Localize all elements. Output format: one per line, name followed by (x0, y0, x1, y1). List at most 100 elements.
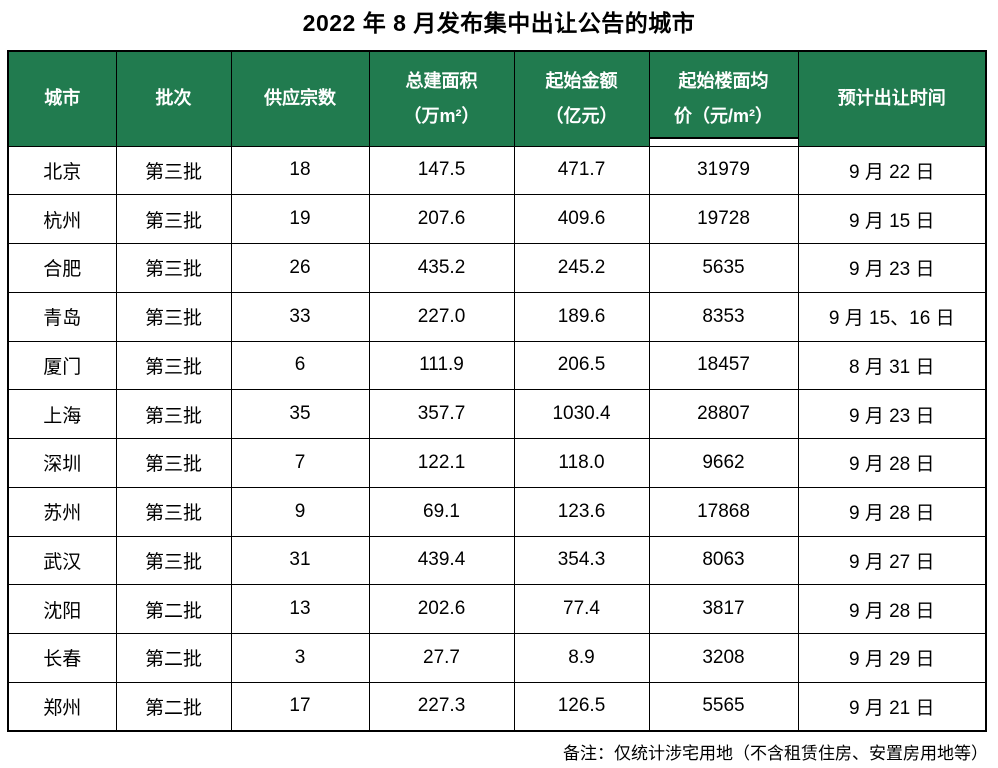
col-header-floor-price: 起始楼面均 价（元/m²） (648, 50, 799, 147)
cell-date: 9 月 22 日 (797, 145, 987, 196)
cell-plots: 6 (230, 340, 370, 391)
table-row: 青岛 第三批 33 227.0 189.6 8353 9 月 15、16 日 (7, 291, 987, 342)
cell-city: 青岛 (7, 291, 117, 342)
cell-date: 9 月 27 日 (797, 535, 987, 586)
cell-amount: 245.2 (513, 243, 650, 293)
cell-amount: 1030.4 (513, 389, 650, 439)
cell-city: 杭州 (7, 194, 117, 244)
table-row: 长春 第二批 3 27.7 8.9 3208 9 月 29 日 (7, 633, 987, 683)
cell-date: 9 月 28 日 (797, 584, 987, 634)
cell-date: 9 月 29 日 (797, 633, 987, 683)
table-row: 上海 第三批 35 357.7 1030.4 28807 9 月 23 日 (7, 389, 987, 439)
footnote: 备注：仅统计涉宅用地（不含租赁住房、安置房用地等） (563, 744, 988, 763)
cell-plots: 7 (230, 438, 370, 488)
cell-city: 深圳 (7, 438, 117, 488)
col-header-date: 预计出让时间 (797, 50, 987, 147)
cell-batch: 第三批 (115, 243, 232, 293)
cell-floor-price: 8353 (648, 291, 799, 342)
table-row: 北京 第三批 18 147.5 471.7 31979 9 月 22 日 (7, 145, 987, 196)
cell-date: 9 月 28 日 (797, 486, 987, 537)
cell-floor-price: 17868 (648, 486, 799, 537)
cell-area: 27.7 (368, 633, 515, 683)
cell-floor-price: 3208 (648, 633, 799, 683)
cell-city: 苏州 (7, 486, 117, 537)
cell-batch: 第二批 (115, 633, 232, 683)
cell-floor-price: 31979 (648, 145, 799, 196)
cell-plots: 26 (230, 243, 370, 293)
cell-amount: 189.6 (513, 291, 650, 342)
table-row: 厦门 第三批 6 111.9 206.5 18457 8 月 31 日 (7, 340, 987, 391)
cell-date: 9 月 23 日 (797, 243, 987, 293)
col-header-amount: 起始金额 （亿元） (513, 50, 650, 147)
cell-area: 227.0 (368, 291, 515, 342)
cell-amount: 409.6 (513, 194, 650, 244)
cell-date: 9 月 23 日 (797, 389, 987, 439)
cell-plots: 33 (230, 291, 370, 342)
cell-amount: 123.6 (513, 486, 650, 537)
table-row: 杭州 第三批 19 207.6 409.6 19728 9 月 15 日 (7, 194, 987, 244)
cell-date: 9 月 28 日 (797, 438, 987, 488)
table-row: 深圳 第三批 7 122.1 118.0 9662 9 月 28 日 (7, 438, 987, 488)
cell-floor-price: 5635 (648, 243, 799, 293)
cell-area: 122.1 (368, 438, 515, 488)
table-header-row: 城市 批次 供应宗数 总建面积 （万m²） 起始金额 （亿元） 起始楼面均 价（… (7, 50, 987, 147)
cell-batch: 第三批 (115, 389, 232, 439)
cell-floor-price: 18457 (648, 340, 799, 391)
cell-plots: 17 (230, 681, 370, 732)
cell-batch: 第三批 (115, 535, 232, 586)
col-header-batch: 批次 (115, 50, 232, 147)
cell-city: 郑州 (7, 681, 117, 732)
cell-city: 沈阳 (7, 584, 117, 634)
cell-city: 北京 (7, 145, 117, 196)
cell-area: 202.6 (368, 584, 515, 634)
cell-batch: 第三批 (115, 340, 232, 391)
table-row: 郑州 第二批 17 227.3 126.5 5565 9 月 21 日 (7, 681, 987, 732)
cell-plots: 13 (230, 584, 370, 634)
table-row: 合肥 第三批 26 435.2 245.2 5635 9 月 23 日 (7, 243, 987, 293)
col-header-plots: 供应宗数 (230, 50, 370, 147)
cell-amount: 206.5 (513, 340, 650, 391)
cell-area: 147.5 (368, 145, 515, 196)
cell-batch: 第三批 (115, 291, 232, 342)
cell-city: 厦门 (7, 340, 117, 391)
cell-city: 长春 (7, 633, 117, 683)
cell-batch: 第二批 (115, 681, 232, 732)
cell-city: 武汉 (7, 535, 117, 586)
cell-floor-price: 19728 (648, 194, 799, 244)
cell-area: 357.7 (368, 389, 515, 439)
table-row: 沈阳 第二批 13 202.6 77.4 3817 9 月 28 日 (7, 584, 987, 634)
cell-amount: 126.5 (513, 681, 650, 732)
cell-batch: 第三批 (115, 438, 232, 488)
cell-plots: 18 (230, 145, 370, 196)
cell-floor-price: 3817 (648, 584, 799, 634)
cell-plots: 19 (230, 194, 370, 244)
cell-batch: 第三批 (115, 194, 232, 244)
table-row: 苏州 第三批 9 69.1 123.6 17868 9 月 28 日 (7, 486, 987, 537)
cell-date: 9 月 15 日 (797, 194, 987, 244)
cell-amount: 77.4 (513, 584, 650, 634)
cell-floor-price: 5565 (648, 681, 799, 732)
cell-amount: 8.9 (513, 633, 650, 683)
cell-amount: 354.3 (513, 535, 650, 586)
cell-batch: 第二批 (115, 584, 232, 634)
cell-date: 9 月 21 日 (797, 681, 987, 732)
cell-area: 207.6 (368, 194, 515, 244)
cell-plots: 3 (230, 633, 370, 683)
cell-date: 8 月 31 日 (797, 340, 987, 391)
cell-city: 合肥 (7, 243, 117, 293)
cell-floor-price: 28807 (648, 389, 799, 439)
cell-floor-price: 8063 (648, 535, 799, 586)
cell-amount: 118.0 (513, 438, 650, 488)
cell-area: 111.9 (368, 340, 515, 391)
cell-plots: 35 (230, 389, 370, 439)
cell-floor-price: 9662 (648, 438, 799, 488)
cell-date: 9 月 15、16 日 (797, 291, 987, 342)
col-header-area: 总建面积 （万m²） (368, 50, 515, 147)
cell-area: 227.3 (368, 681, 515, 732)
table-row: 武汉 第三批 31 439.4 354.3 8063 9 月 27 日 (7, 535, 987, 586)
col-header-city: 城市 (7, 50, 117, 147)
cell-area: 439.4 (368, 535, 515, 586)
cell-city: 上海 (7, 389, 117, 439)
table-body: 北京 第三批 18 147.5 471.7 31979 9 月 22 日杭州 第三批 19 207… (7, 145, 987, 732)
